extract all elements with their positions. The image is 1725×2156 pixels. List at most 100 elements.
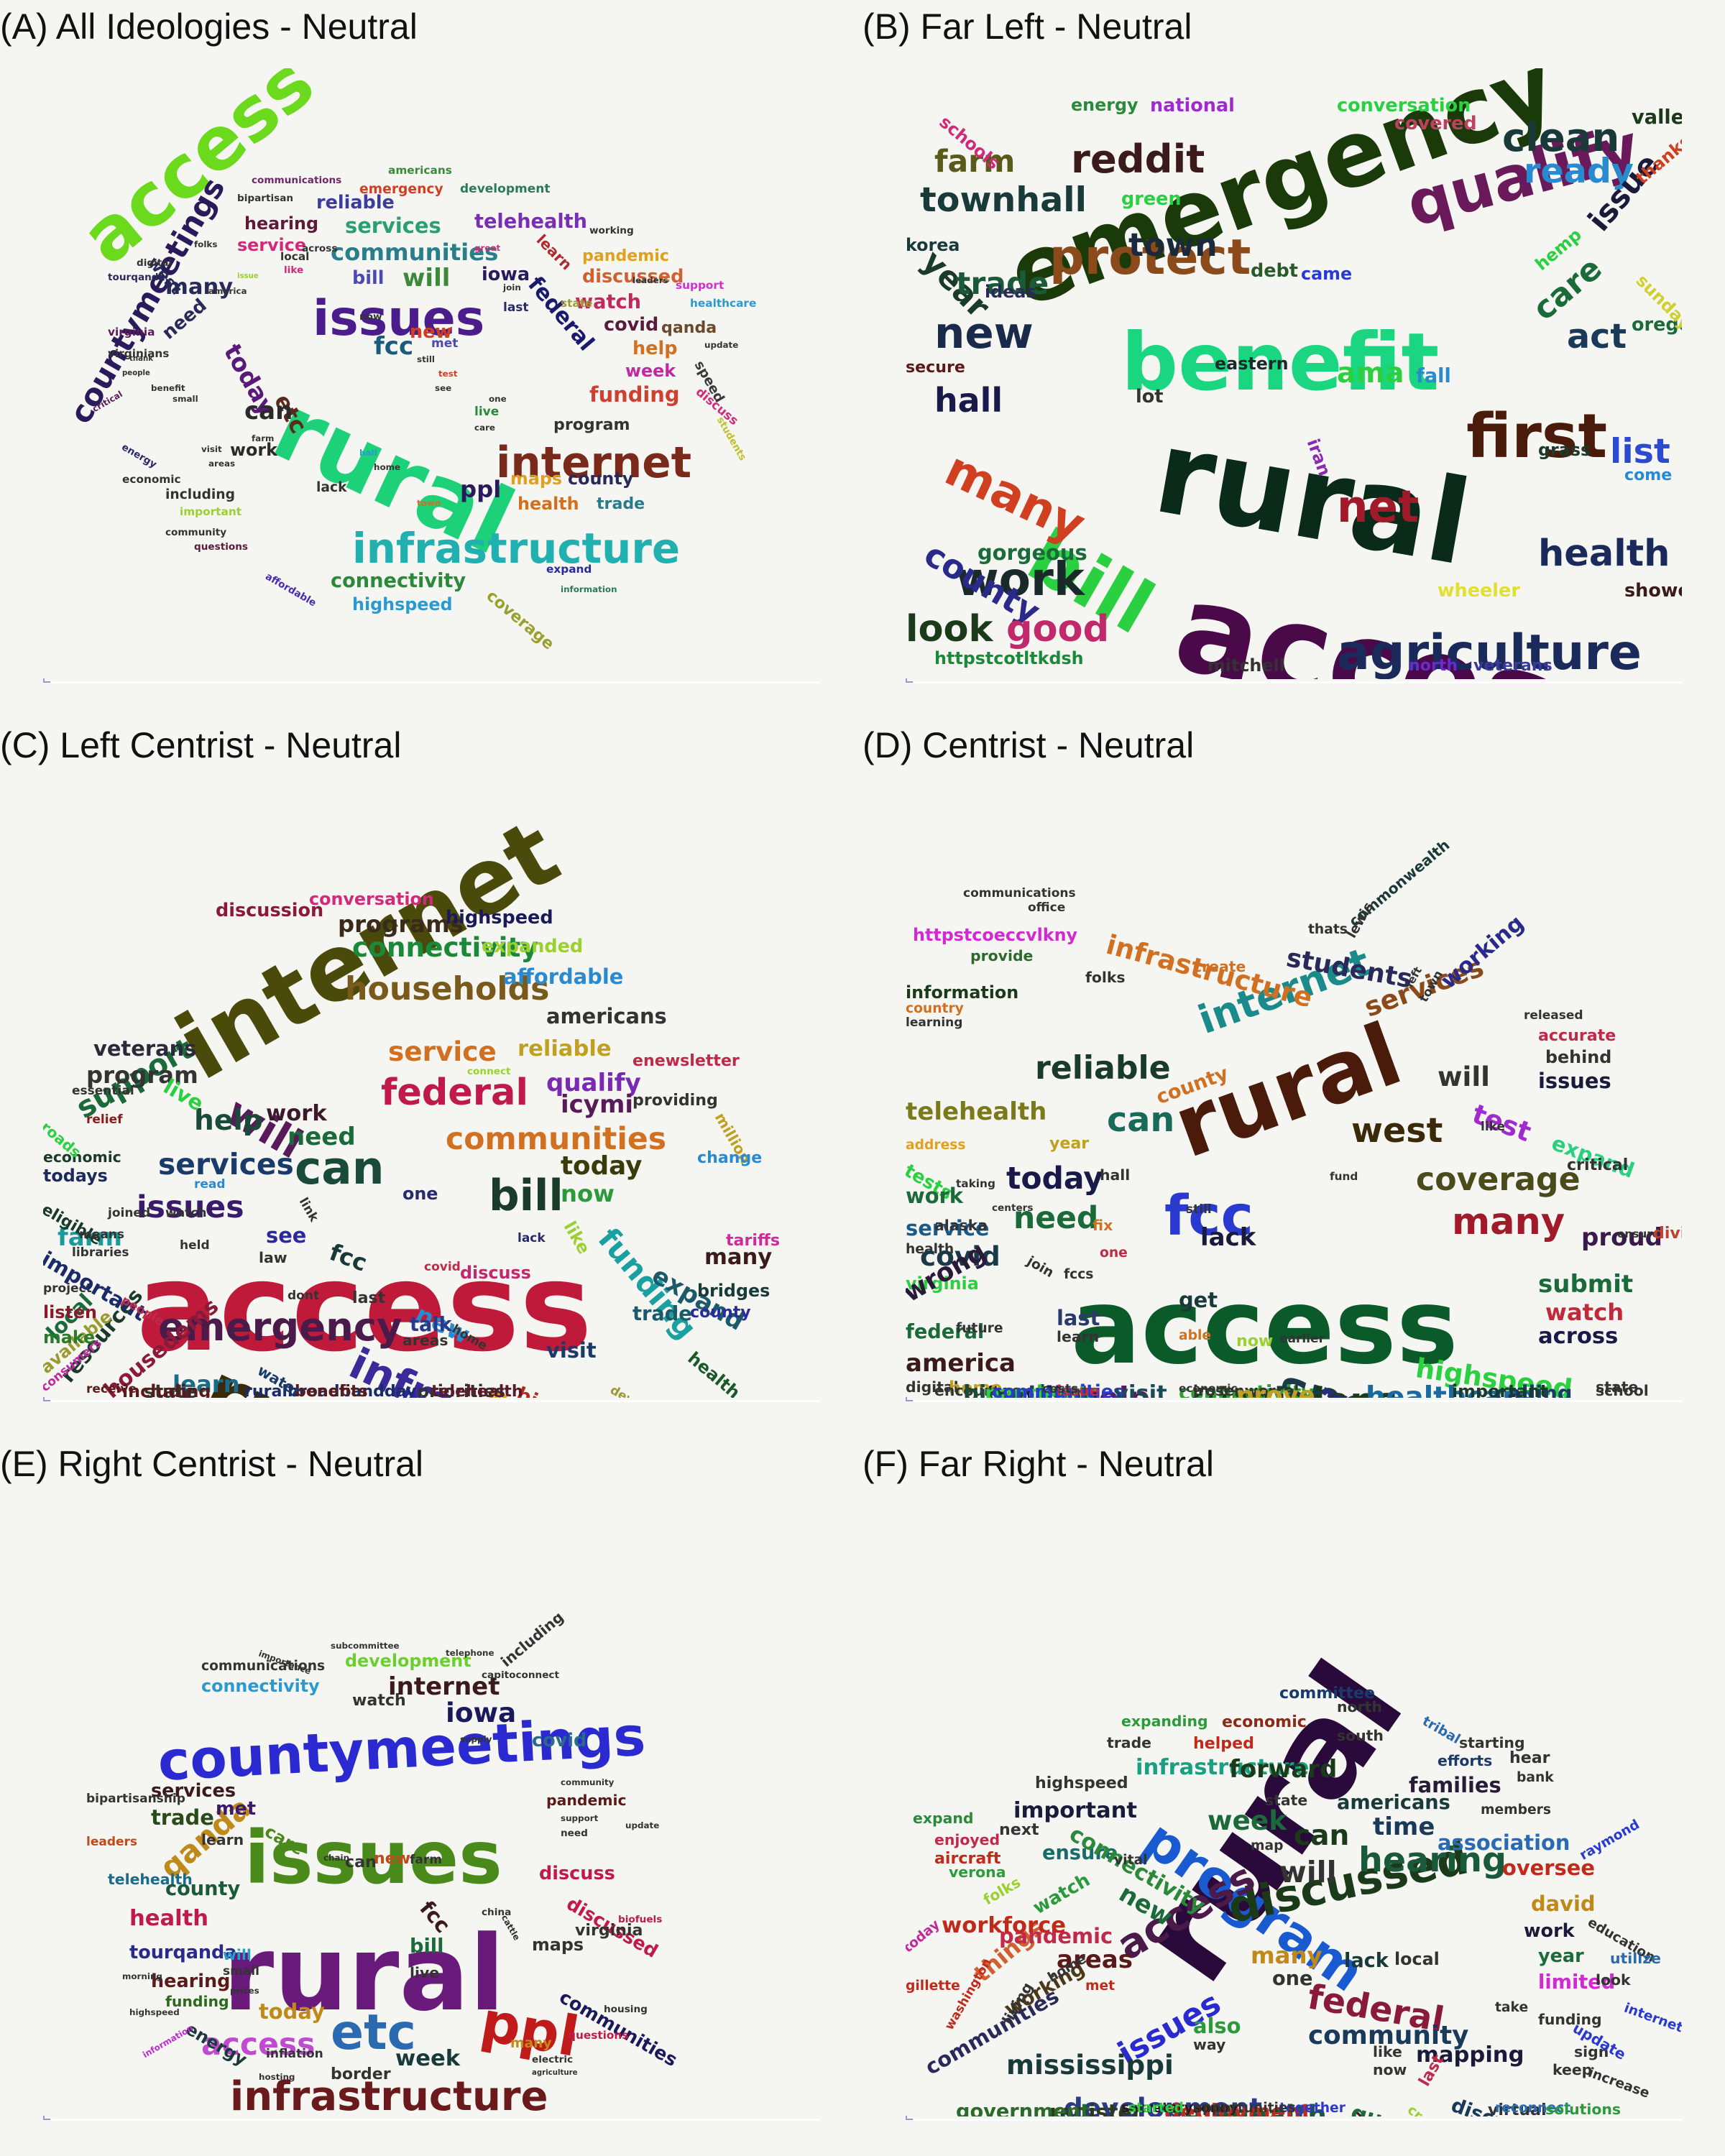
cloud-word: federal — [906, 1321, 985, 1343]
cloud-word: aircraft — [934, 1849, 1001, 1868]
cloud-word: virginians — [1193, 1383, 1398, 1398]
cloud-word: discussed — [582, 266, 684, 287]
cloud-word: green — [1121, 188, 1182, 210]
cloud-word: good — [1006, 608, 1110, 650]
cloud-word: areas — [402, 1332, 448, 1349]
cloud-word: rural — [223, 1914, 505, 2035]
cloud-word: discuss — [460, 1263, 531, 1283]
cloud-word: areas — [1057, 1945, 1133, 1974]
cloud-word: working — [589, 225, 634, 236]
cloud-word: still — [417, 354, 435, 364]
cloud-word: state — [561, 297, 593, 310]
word-cloud: accessruralfccspeedmapsinternetvirginian… — [906, 787, 1682, 1398]
cloud-word: efforts — [1438, 1752, 1493, 1769]
cloud-word: infrastructure — [230, 2073, 548, 2116]
cloud-word: year — [1538, 1945, 1584, 1967]
cloud-word: expanded — [482, 936, 584, 957]
cloud-word: need — [288, 1123, 356, 1151]
panel-far-right: (F) Far Right - Neutral rural program disc… — [862, 1437, 1725, 2156]
cloud-word: health — [906, 1242, 954, 1257]
cloud-word: released — [1524, 1008, 1583, 1023]
cloud-word: development — [1064, 2092, 1262, 2116]
cloud-word: pandemic — [985, 1381, 1099, 1398]
cloud-word: virginia — [906, 1273, 979, 1294]
cloud-word: bill — [410, 1935, 444, 1958]
word-cloud: rural access issues internet infrastructure c… — [43, 68, 819, 679]
cloud-word: energy — [119, 441, 159, 471]
cloud-word: farm — [934, 144, 1016, 180]
cloud-word: economic — [122, 473, 181, 486]
cloud-word: join — [503, 282, 521, 292]
cloud-word: communications — [252, 175, 342, 186]
cloud-word: met — [216, 1798, 257, 1820]
cloud-word: trade — [632, 1303, 692, 1325]
cloud-word: eastern — [1215, 354, 1289, 374]
cloud-word: china — [482, 1907, 512, 1918]
cloud-word: issues — [244, 1815, 502, 1901]
cloud-word: health — [129, 1906, 209, 1931]
cloud-word: reliable — [316, 192, 395, 213]
cloud-word: oversee — [1502, 1856, 1595, 1880]
cloud-word: one — [1272, 1968, 1313, 1990]
cloud-word: iowa — [446, 1697, 517, 1728]
cloud-word: starting — [1459, 1734, 1525, 1751]
cloud-word: west — [1351, 1111, 1443, 1151]
cloud-word: maps — [532, 1935, 584, 1955]
cloud-word: affordable — [263, 571, 318, 609]
panel-baseline — [43, 2119, 819, 2121]
cloud-word: expand — [546, 563, 592, 576]
cloud-word: people — [122, 369, 150, 377]
cloud-word: healthcare — [1366, 1381, 1535, 1398]
cloud-word: watch — [575, 291, 641, 313]
cloud-word: economic — [43, 1148, 121, 1166]
cloud-word: telehealth — [108, 1871, 193, 1888]
cloud-word: costs — [1042, 1382, 1079, 1396]
cloud-word: enjoyed — [934, 1831, 1000, 1848]
cloud-word: like — [1481, 1120, 1506, 1134]
cloud-word: watch — [1029, 1869, 1094, 1920]
cloud-word: look — [1596, 1971, 1631, 1989]
cloud-word: means — [79, 1227, 124, 1242]
cloud-word: conversation — [1337, 95, 1471, 116]
cloud-word: infrastructure — [1136, 1755, 1310, 1780]
cloud-word: address — [906, 1138, 966, 1153]
cloud-word: showed — [1624, 580, 1682, 602]
cloud-word: taking — [956, 1177, 995, 1190]
cloud-word: make — [43, 1327, 96, 1348]
cloud-word: economic — [1222, 1713, 1307, 1731]
cloud-word: fcc — [374, 332, 414, 361]
cloud-word: benefits — [295, 1382, 368, 1398]
cloud-word: learn — [172, 1370, 240, 1398]
cloud-word: see — [266, 1223, 307, 1248]
panel-far-left: (B) Far Left - Neutral access rural emerge… — [862, 0, 1725, 719]
cloud-word: virginians — [108, 347, 170, 360]
cloud-word: see — [435, 383, 452, 393]
cloud-word: bill — [489, 1171, 564, 1221]
cloud-word: enewsletter — [632, 1051, 740, 1070]
cloud-word: providing — [632, 1091, 718, 1110]
cloud-word: bipartisanship — [86, 1792, 185, 1806]
cloud-word: important — [1013, 1798, 1138, 1823]
cloud-word: issue — [1057, 1382, 1100, 1398]
panel-title: (F) Far Right - Neutral — [862, 1444, 1214, 1484]
cloud-word: helped — [1193, 1734, 1254, 1753]
cloud-word: like — [284, 264, 304, 276]
cloud-word: can — [295, 1142, 385, 1194]
cloud-word: proud — [1581, 1223, 1663, 1252]
cloud-word: internet — [388, 1672, 500, 1701]
cloud-word: care — [474, 423, 496, 433]
cloud-word: met — [431, 336, 459, 351]
panel-right-centrist: (E) Right Centrist - Neutral rural issues… — [0, 1437, 862, 2156]
cloud-word: leaders — [632, 275, 668, 285]
cloud-word: behind — [1545, 1047, 1612, 1067]
corner-tick — [43, 1397, 50, 1401]
cloud-word: telehealth — [474, 211, 588, 233]
cloud-word: issue — [237, 272, 259, 280]
cloud-word: hosting — [259, 2072, 295, 2082]
cloud-word: highspeed — [129, 2007, 180, 2017]
cloud-word: highspeed — [446, 907, 553, 929]
cloud-word: information — [561, 584, 617, 594]
cloud-word: bipartisan — [963, 1381, 1090, 1398]
word-cloud: accessinternetruralinfrastructureemergen… — [43, 787, 819, 1398]
cloud-word: reliable — [518, 1036, 612, 1061]
